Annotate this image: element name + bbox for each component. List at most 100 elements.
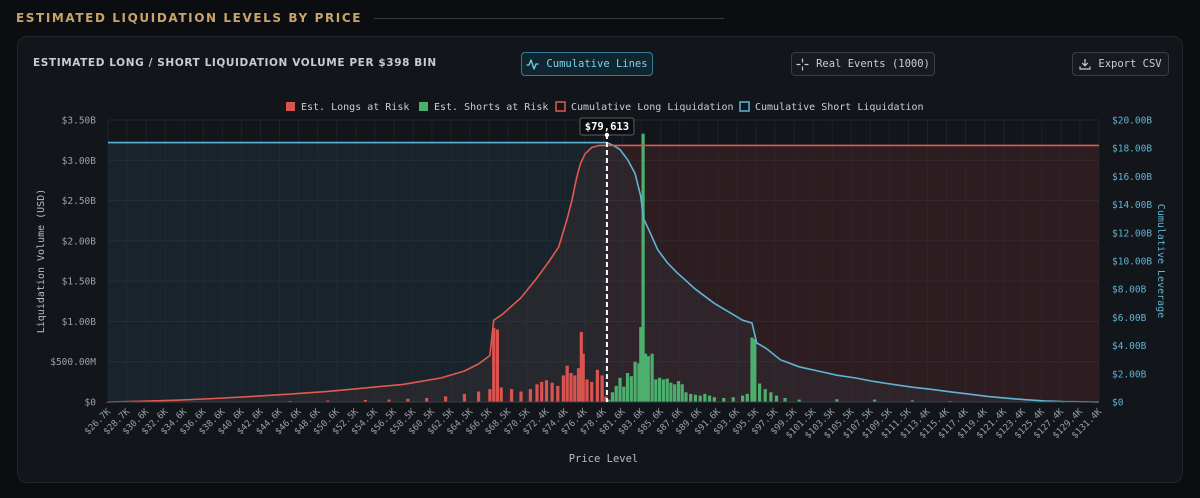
short-bar (708, 395, 712, 402)
y-right-tick-label: $20.00B (1112, 116, 1152, 127)
y-tick-label: $0 (85, 398, 97, 409)
short-bar (658, 377, 662, 402)
long-bar (544, 380, 549, 402)
activity-icon (526, 58, 539, 70)
longs-bars (106, 327, 608, 403)
y-right-tick-label: $6.00B (1112, 313, 1147, 324)
y-tick-label: $1.00B (62, 317, 97, 328)
shorts-bars (607, 133, 1097, 403)
y-right-tick-label: $18.00B (1112, 144, 1152, 155)
real-events-button[interactable]: Real Events (1000) (791, 52, 935, 76)
long-bar (499, 387, 503, 402)
short-bar (680, 384, 684, 402)
short-bar (629, 376, 633, 402)
cumulative-long-area (108, 145, 1099, 402)
short-bar (873, 399, 877, 402)
long-bar (444, 396, 448, 402)
current-price-label: $79,613 (585, 121, 629, 133)
cumulative-lines-button[interactable]: Cumulative Lines (521, 52, 653, 76)
short-bar (753, 339, 757, 402)
y-axis-left-ticks: $0 $500.00M $1.00B $1.50B $2.00B $2.50B $3.00B… (50, 116, 96, 409)
y-axis-title: Liquidation Volume (USD) (36, 189, 47, 334)
long-bar (600, 375, 604, 402)
short-bar (712, 397, 716, 402)
short-bar (689, 393, 693, 402)
legend-swatch-longs (286, 102, 295, 111)
y-tick-label: $2.00B (62, 236, 97, 247)
y-right-tick-label: $16.00B (1112, 172, 1152, 183)
long-bar (488, 389, 492, 402)
short-bar (618, 377, 622, 402)
legend-label-cum_long: Cumulative Long Liquidation (571, 102, 734, 113)
real-events-label: Real Events (1000) (816, 58, 930, 70)
long-bar (595, 369, 599, 402)
short-bar (758, 383, 762, 402)
short-bar (797, 399, 801, 402)
short-bar (637, 363, 641, 402)
legend-swatch-shorts (419, 102, 428, 111)
short-bar (731, 397, 735, 402)
export-csv-button[interactable]: Export CSV (1072, 52, 1169, 76)
section-title: ESTIMATED LIQUIDATION LEVELS BY PRICE (16, 11, 363, 25)
short-bar (676, 381, 681, 402)
panel-title: ESTIMATED LONG / SHORT LIQUIDATION VOLUM… (33, 57, 437, 69)
y-tick-label: $1.50B (62, 277, 97, 288)
short-bar (769, 392, 773, 402)
long-bar (492, 327, 496, 402)
long-bar (565, 365, 569, 402)
long-bar (425, 398, 429, 402)
long-bar (535, 384, 539, 402)
legend-label-shorts: Est. Shorts at Risk (434, 102, 548, 113)
long-bar (477, 391, 481, 402)
short-bar (745, 393, 749, 402)
short-bar (610, 392, 615, 402)
short-bar (774, 395, 779, 402)
y-tick-label: $2.50B (62, 196, 97, 207)
short-bar (693, 394, 697, 402)
legend-swatch-cum_long (555, 101, 566, 112)
long-bar (326, 400, 330, 402)
short-bar (763, 389, 767, 402)
y-right-tick-label: $8.00B (1112, 285, 1147, 296)
x-axis-ticks: $26.7K$28.7K$30.6K$32.6K$34.6K$36.6K$38.… (83, 407, 1104, 441)
long-bar (576, 368, 581, 402)
long-bar (569, 373, 573, 402)
short-bar (650, 353, 654, 402)
long-bar (579, 331, 583, 402)
y-right-tick-label: $10.00B (1112, 257, 1152, 268)
long-bar (590, 381, 594, 402)
short-bar (684, 392, 688, 402)
crosshair-icon (796, 58, 809, 70)
y-tick-label: $3.50B (62, 116, 97, 127)
cumulative-long-line (107, 144, 1099, 403)
y-axis-right-ticks: $0 $2.00B $4.00B $6.00B $8.00B $10.00B $12.00B… (1112, 116, 1152, 409)
legend-swatch-cum_short (739, 101, 750, 112)
short-bar (625, 373, 630, 402)
long-bar (585, 379, 589, 402)
cumulative-short-area (108, 142, 1099, 402)
y-right-tick-label: $14.00B (1112, 200, 1152, 211)
short-bar (639, 327, 643, 402)
legend-label-longs: Est. Longs at Risk (301, 102, 409, 113)
long-bar (495, 329, 499, 402)
long-bar (406, 398, 410, 402)
cumulative-lines-label: Cumulative Lines (546, 58, 648, 70)
section-divider (374, 17, 725, 19)
grid (107, 119, 1100, 403)
legend: Est. Longs at Risk Est. Shorts at Risk Cum… (286, 101, 924, 113)
long-bar (604, 396, 608, 402)
short-bar (722, 398, 726, 402)
current-price-dot (604, 132, 610, 138)
long-bar (573, 375, 577, 402)
long-bar (510, 389, 514, 402)
y-right-tick-label: $2.00B (1112, 369, 1147, 380)
long-bar (387, 399, 391, 402)
short-bar (783, 398, 787, 402)
short-bar (703, 393, 707, 402)
short-bar (665, 378, 669, 402)
download-icon (1079, 59, 1091, 70)
section-header: ESTIMATED LIQUIDATION LEVELS BY PRICE (16, 8, 1184, 28)
y-right-tick-label: $4.00B (1112, 341, 1147, 352)
y-axis-right-title: Cumulative Leverage (1155, 204, 1166, 318)
short-bar (641, 133, 645, 402)
